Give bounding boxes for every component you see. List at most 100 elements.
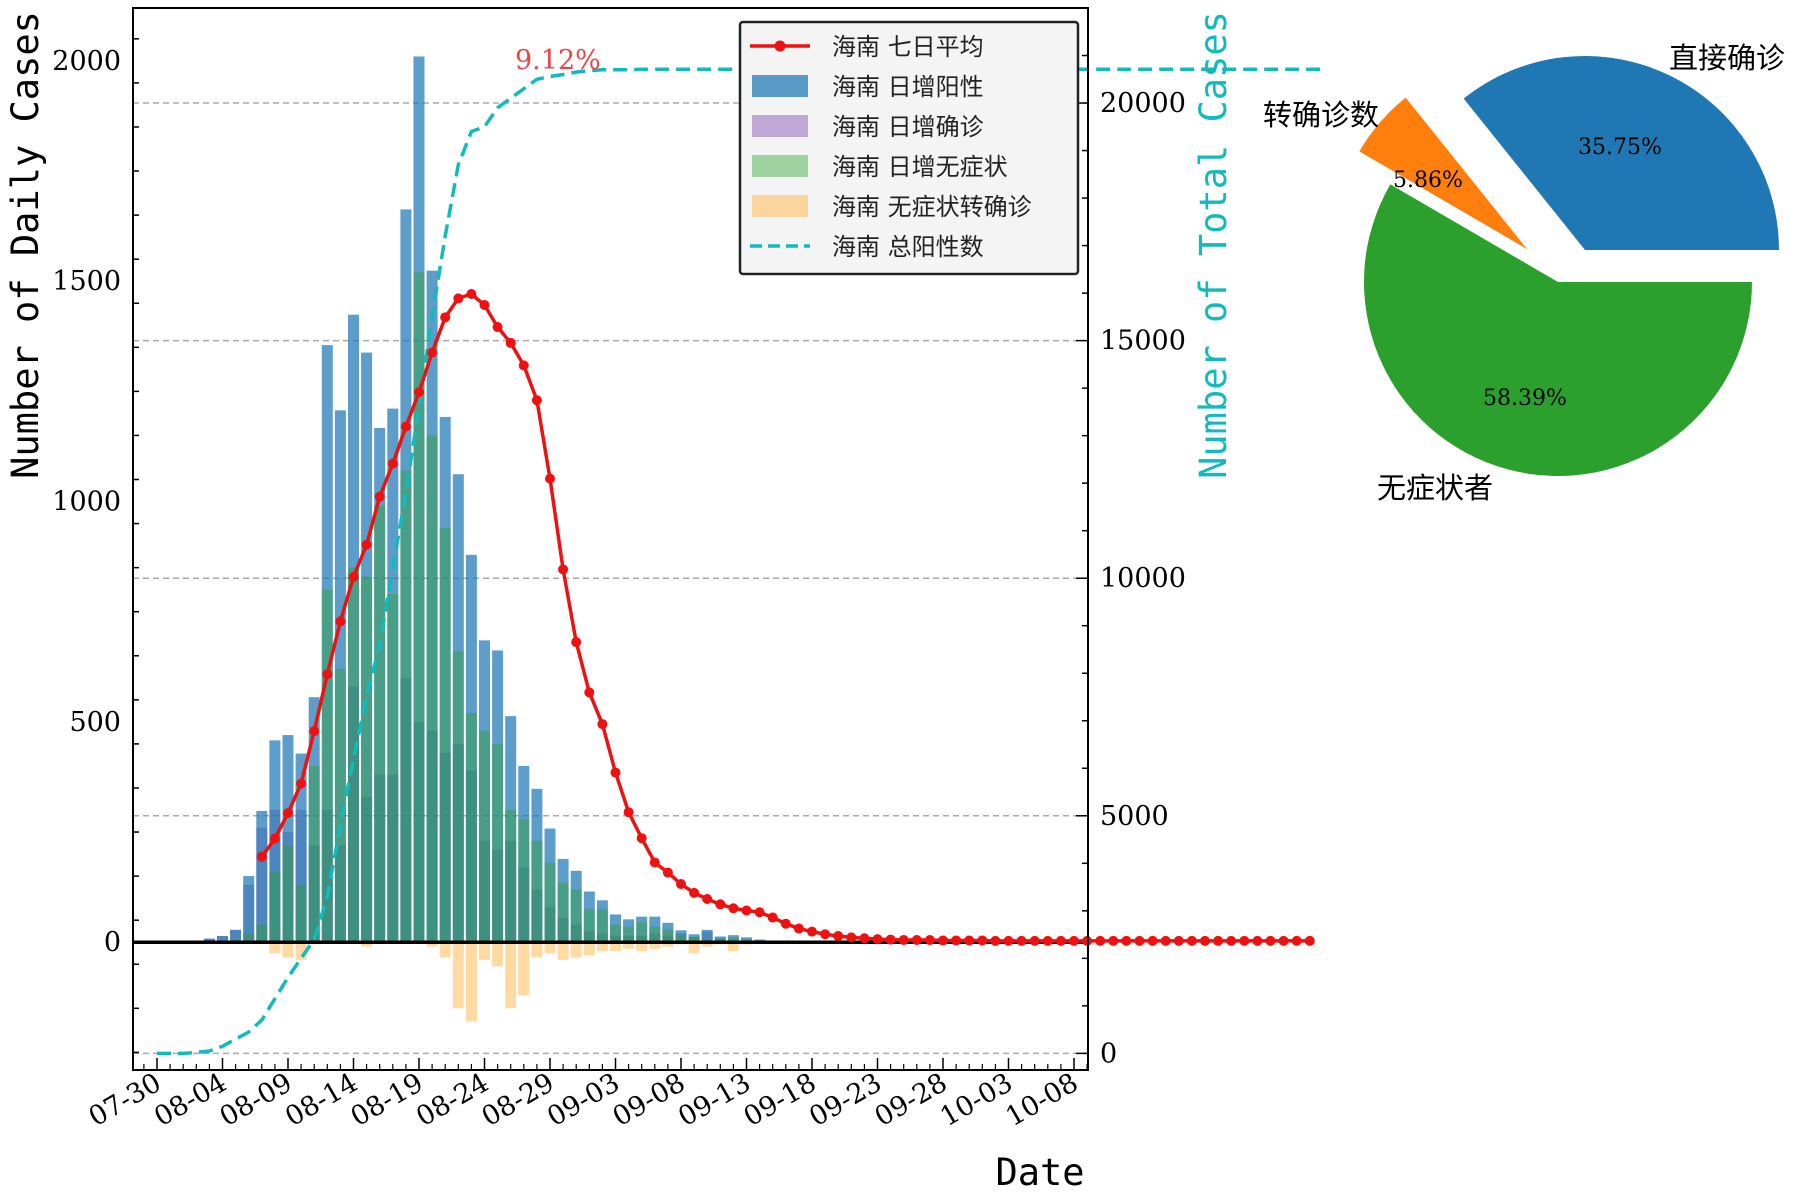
- bar-positive-33: [583, 891, 595, 943]
- bar-converted-11: [295, 942, 307, 960]
- bar-positive-14: [334, 410, 346, 943]
- x-tick-label-4: 08-19: [346, 1067, 429, 1133]
- bar-converted-22: [439, 942, 451, 958]
- bar-converted-10: [282, 942, 294, 958]
- point-avg-38: [649, 857, 660, 868]
- point-avg-70: [1069, 935, 1079, 946]
- bar-positive-38: [649, 916, 661, 943]
- bar-converted-37: [636, 942, 648, 952]
- point-avg-55: [872, 934, 883, 945]
- bar-asymptomatic-40: [675, 934, 687, 943]
- y-right-tick-label-20000: 20000: [1100, 88, 1186, 119]
- point-avg-87: [1291, 935, 1302, 946]
- pie-chart: 直接确诊 35.75% 转确诊数 5.86% 无症状者 58.39%: [1263, 41, 1785, 505]
- point-avg-76: [1147, 935, 1158, 946]
- y-right-tick-label-5000: 5000: [1100, 801, 1169, 832]
- bar-positive-15: [348, 314, 359, 943]
- bar-asymptomatic-17: [374, 505, 386, 943]
- point-avg-51: [820, 929, 831, 940]
- bar-positive-21: [426, 270, 438, 943]
- point-avg-82: [1226, 935, 1237, 946]
- pie-label-0: 直接确诊: [1669, 41, 1785, 75]
- point-avg-20: [414, 387, 424, 398]
- pie-slice-1: [1359, 97, 1527, 250]
- bar-positive-10: [282, 735, 294, 943]
- bar-positive-23: [452, 474, 464, 943]
- x-tick-label-7: 09-03: [542, 1067, 625, 1133]
- point-avg-10: [283, 808, 293, 819]
- bar-positive-6: [230, 929, 242, 943]
- bar-asymptomatic-44: [727, 937, 739, 943]
- bar-positive-32: [570, 870, 582, 943]
- point-avg-24: [466, 288, 477, 299]
- point-avg-8: [256, 851, 267, 862]
- point-avg-57: [898, 935, 909, 946]
- x-tick-label-11: 09-23: [804, 1067, 887, 1133]
- bar-asymptomatic-13: [321, 589, 333, 943]
- bar-positive-12: [308, 697, 320, 943]
- bar-converted-36: [623, 942, 635, 949]
- y-axis-right-title: Number of Total Cases: [1192, 11, 1235, 479]
- point-avg-17: [374, 491, 385, 502]
- bar-positive-20: [413, 56, 425, 943]
- point-avg-66: [1016, 935, 1027, 946]
- legend-marker-0: [774, 40, 786, 52]
- bar-converted-23: [452, 942, 464, 1009]
- bar-converted-27: [505, 942, 517, 1009]
- bar-positive-5: [217, 936, 228, 943]
- bar-converted-41: [688, 942, 700, 954]
- point-avg-25: [479, 300, 490, 311]
- x-axis-title: Date: [995, 1151, 1084, 1194]
- y-right-tick-label-10000: 10000: [1100, 563, 1186, 594]
- bar-converted-32: [570, 942, 582, 958]
- point-avg-19: [400, 421, 411, 432]
- x-tick-label-10: 09-18: [739, 1067, 822, 1133]
- point-avg-42: [702, 894, 713, 905]
- point-avg-43: [715, 899, 726, 910]
- legend-item-0: 海南 七日平均: [750, 33, 984, 61]
- bar-asymptomatic-16: [361, 576, 373, 943]
- legend-item-3: 海南 日增无症状: [752, 153, 1008, 181]
- bar-positive-11: [295, 753, 307, 943]
- point-avg-15: [348, 571, 359, 582]
- bar-converted-44: [727, 942, 739, 952]
- point-avg-53: [846, 932, 857, 943]
- pie-label-2: 无症状者: [1377, 471, 1493, 505]
- bar-positive-30: [544, 828, 556, 943]
- legend-label-5: 海南 总阳性数: [832, 233, 984, 261]
- point-avg-44: [728, 903, 739, 914]
- point-avg-49: [793, 923, 804, 934]
- legend-item-4: 海南 无症状转确诊: [752, 193, 1032, 221]
- bar-asymptomatic-43: [714, 938, 726, 943]
- bar-converted-34: [596, 942, 608, 952]
- bar-converted-21: [426, 942, 438, 947]
- bar-asymptomatic-34: [596, 909, 608, 943]
- bar-positive-8: [256, 810, 268, 943]
- bar-positive-44: [727, 935, 739, 943]
- bar-asymptomatic-19: [400, 470, 412, 943]
- x-tick-label-9: 09-13: [673, 1067, 756, 1133]
- bar-asymptomatic-23: [452, 651, 464, 943]
- x-tick-label-6: 08-29: [477, 1067, 560, 1133]
- bar-asymptomatic-20: [413, 272, 425, 943]
- legend-label-2: 海南 日增确诊: [832, 113, 984, 141]
- bar-converted-31: [557, 942, 569, 960]
- point-avg-31: [558, 564, 569, 575]
- bar-asymptomatic-28: [518, 818, 530, 943]
- point-avg-33: [584, 687, 595, 698]
- bar-positive-45: [741, 937, 752, 943]
- bar-asymptomatic-10: [282, 845, 294, 943]
- legend-box: [738, 20, 1080, 276]
- legend-label-4: 海南 无症状转确诊: [832, 193, 1032, 221]
- bar-positive-35: [610, 914, 621, 943]
- bar-positive-27: [505, 716, 517, 943]
- x-tick-label-5: 08-24: [411, 1067, 494, 1133]
- bar-positive-13: [321, 345, 333, 943]
- point-avg-88: [1304, 935, 1315, 946]
- point-avg-79: [1186, 935, 1197, 946]
- x-tick-label-12: 09-28: [870, 1067, 953, 1133]
- y-left-tick-label-2000: 2000: [52, 46, 121, 77]
- point-avg-67: [1029, 935, 1040, 946]
- bar-positive-36: [623, 919, 635, 943]
- bar-asymptomatic-22: [439, 527, 451, 943]
